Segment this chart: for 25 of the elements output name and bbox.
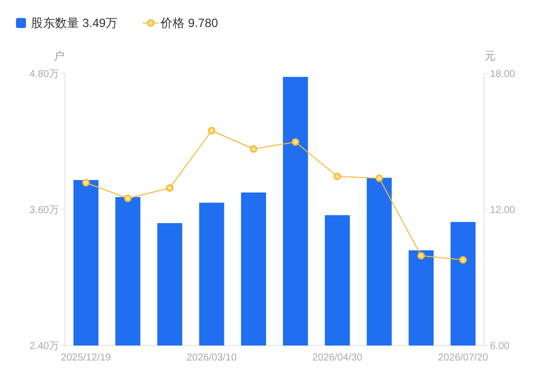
point bbox=[166, 184, 174, 192]
y-tick-label: 4.80万 bbox=[30, 69, 59, 80]
x-tick-label: 2025/12/19 bbox=[60, 352, 112, 364]
x-tick-label: 2026/04/30 bbox=[312, 352, 363, 364]
point bbox=[124, 194, 132, 202]
y-tick-label: 2.40万 bbox=[30, 341, 59, 352]
point bbox=[459, 256, 467, 264]
point bbox=[334, 172, 342, 180]
y2-tick-label: 12.00 bbox=[490, 205, 516, 216]
legend-label: 价格 9.780 bbox=[160, 16, 218, 30]
y-axis-title: 户 bbox=[54, 50, 64, 62]
x-tick-label: 2026/07/20 bbox=[438, 352, 489, 364]
x-tick-label: 2026/03/10 bbox=[186, 352, 238, 364]
y-tick-label: 3.60万 bbox=[30, 205, 59, 216]
y2-tick-label: 18.00 bbox=[490, 69, 516, 80]
y2-tick-label: 6.00 bbox=[490, 341, 510, 352]
legend: 股东数量 3.49万 bbox=[16, 16, 118, 30]
y2-axis-title: 元 bbox=[484, 50, 496, 62]
point bbox=[376, 174, 383, 182]
point bbox=[417, 252, 425, 260]
point bbox=[250, 145, 258, 153]
legend: 价格 9.780 bbox=[142, 16, 218, 30]
point bbox=[82, 179, 90, 187]
point bbox=[208, 126, 216, 134]
point bbox=[292, 138, 300, 146]
